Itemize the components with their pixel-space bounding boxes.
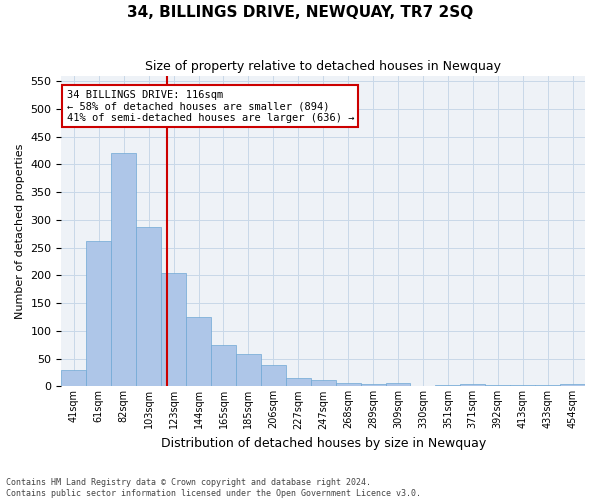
Title: Size of property relative to detached houses in Newquay: Size of property relative to detached ho… bbox=[145, 60, 501, 73]
Bar bbox=[510, 384, 535, 386]
Bar bbox=[535, 384, 560, 386]
Bar bbox=[261, 366, 286, 386]
Bar bbox=[311, 380, 335, 386]
Bar bbox=[335, 382, 361, 386]
Bar bbox=[386, 383, 410, 386]
Bar bbox=[136, 226, 161, 386]
Bar bbox=[236, 354, 261, 386]
Bar bbox=[61, 370, 86, 386]
Text: 34 BILLINGS DRIVE: 116sqm
← 58% of detached houses are smaller (894)
41% of semi: 34 BILLINGS DRIVE: 116sqm ← 58% of detac… bbox=[67, 90, 354, 122]
Bar bbox=[286, 378, 311, 386]
Bar bbox=[186, 317, 211, 386]
Bar bbox=[460, 384, 485, 386]
Bar bbox=[361, 384, 386, 386]
Bar bbox=[560, 384, 585, 386]
Text: Contains HM Land Registry data © Crown copyright and database right 2024.
Contai: Contains HM Land Registry data © Crown c… bbox=[6, 478, 421, 498]
Bar bbox=[86, 241, 111, 386]
Y-axis label: Number of detached properties: Number of detached properties bbox=[15, 144, 25, 318]
Bar bbox=[211, 345, 236, 387]
Text: 34, BILLINGS DRIVE, NEWQUAY, TR7 2SQ: 34, BILLINGS DRIVE, NEWQUAY, TR7 2SQ bbox=[127, 5, 473, 20]
Bar bbox=[485, 384, 510, 386]
Bar bbox=[111, 154, 136, 386]
Bar bbox=[161, 272, 186, 386]
X-axis label: Distribution of detached houses by size in Newquay: Distribution of detached houses by size … bbox=[161, 437, 486, 450]
